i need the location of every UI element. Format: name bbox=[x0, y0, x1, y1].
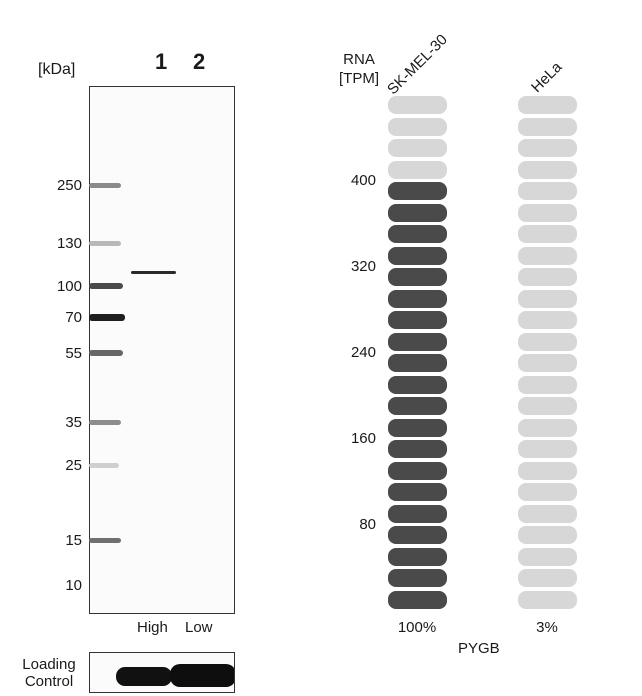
rna-segment-empty bbox=[518, 397, 577, 415]
rna-segment-empty bbox=[518, 569, 577, 587]
rna-segment-filled bbox=[388, 375, 447, 394]
gene-name: PYGB bbox=[458, 640, 500, 657]
rna-segment-filled bbox=[388, 483, 447, 501]
rna-segment-empty bbox=[518, 461, 577, 480]
rna-bar-hela bbox=[518, 96, 577, 609]
tpm-tick-320: 320 bbox=[350, 258, 376, 275]
rna-segment-empty bbox=[518, 354, 577, 372]
kda-unit-label: [kDa] bbox=[38, 61, 76, 78]
mw-label-25: 25 bbox=[65, 457, 82, 474]
ladder-band-25 bbox=[89, 463, 119, 468]
lane-label-low: Low bbox=[185, 619, 213, 636]
tpm-tick-80: 80 bbox=[359, 516, 376, 533]
rna-segment-empty bbox=[388, 139, 447, 157]
mw-label-70: 70 bbox=[65, 309, 82, 326]
rna-segment-empty bbox=[518, 139, 577, 157]
rna-segment-filled bbox=[388, 590, 447, 609]
rna-segment-empty bbox=[518, 246, 577, 265]
mw-label-100: 100 bbox=[56, 278, 82, 295]
rna-segment-empty bbox=[518, 96, 577, 114]
rna-segment-empty bbox=[518, 440, 577, 458]
ladder-band-250 bbox=[89, 183, 121, 188]
tpm-tick-240: 240 bbox=[350, 344, 376, 361]
rna-segment-empty bbox=[388, 160, 447, 179]
loading-control-band-1 bbox=[116, 667, 172, 686]
rna-segment-empty bbox=[518, 311, 577, 329]
rna-segment-empty bbox=[518, 526, 577, 544]
rna-segment-empty bbox=[388, 96, 447, 114]
loading-control-label: Loading Control bbox=[22, 656, 76, 690]
rna-segment-filled bbox=[388, 182, 447, 200]
rna-segment-empty bbox=[518, 268, 577, 286]
mw-label-250: 250 bbox=[56, 177, 82, 194]
lane-number-2: 2 bbox=[193, 49, 206, 74]
rna-segment-empty bbox=[518, 225, 577, 243]
mw-label-15: 15 bbox=[65, 532, 82, 549]
rna-segment-filled bbox=[388, 547, 447, 566]
rna-bar-sk-mel-30 bbox=[388, 96, 447, 609]
rna-segment-empty bbox=[518, 547, 577, 566]
ladder-band-100 bbox=[89, 283, 123, 289]
loading-control-blot bbox=[89, 652, 235, 693]
rna-segment-empty bbox=[518, 289, 577, 308]
ladder-band-15 bbox=[89, 538, 121, 543]
mw-label-10: 10 bbox=[65, 577, 82, 594]
rna-segment-filled bbox=[388, 354, 447, 372]
rna-segment-empty bbox=[518, 504, 577, 523]
tpm-tick-400: 400 bbox=[350, 172, 376, 189]
rna-segment-filled bbox=[388, 268, 447, 286]
mw-label-130: 130 bbox=[56, 235, 82, 252]
ladder-band-130 bbox=[89, 241, 121, 246]
lane-number-1: 1 bbox=[155, 49, 168, 74]
rna-segment-empty bbox=[518, 332, 577, 351]
rna-segment-filled bbox=[388, 289, 447, 308]
rna-segment-empty bbox=[518, 590, 577, 609]
tpm-tick-160: 160 bbox=[350, 430, 376, 447]
rna-segment-filled bbox=[388, 311, 447, 329]
rna-segment-empty bbox=[518, 418, 577, 437]
rna-segment-filled bbox=[388, 397, 447, 415]
rna-title: RNA [TPM] bbox=[334, 50, 384, 88]
rna-segment-filled bbox=[388, 461, 447, 480]
rna-segment-filled bbox=[388, 440, 447, 458]
lane-label-high: High bbox=[137, 619, 168, 636]
percent-hela: 3% bbox=[536, 619, 558, 636]
rna-segment-filled bbox=[388, 504, 447, 523]
rna-segment-filled bbox=[388, 569, 447, 587]
ladder-band-70 bbox=[89, 314, 125, 321]
rna-segment-filled bbox=[388, 246, 447, 265]
ladder-band-55 bbox=[89, 350, 123, 356]
sample-band-lane-1 bbox=[131, 271, 176, 274]
rna-segment-filled bbox=[388, 526, 447, 544]
rna-segment-filled bbox=[388, 418, 447, 437]
rna-segment-empty bbox=[518, 203, 577, 222]
ladder-band-35 bbox=[89, 420, 121, 425]
cell-line-label-hela: HeLa bbox=[528, 58, 566, 97]
mw-label-55: 55 bbox=[65, 345, 82, 362]
mw-label-35: 35 bbox=[65, 414, 82, 431]
rna-title-unit: [TPM] bbox=[339, 70, 379, 87]
rna-segment-empty bbox=[518, 160, 577, 179]
loading-control-band-2 bbox=[170, 664, 234, 687]
rna-segment-empty bbox=[518, 182, 577, 200]
rna-title-line1: RNA bbox=[343, 51, 375, 68]
rna-segment-filled bbox=[388, 332, 447, 351]
rna-segment-empty bbox=[518, 483, 577, 501]
rna-segment-empty bbox=[518, 375, 577, 394]
cell-line-label-sk-mel-30: SK-MEL-30 bbox=[384, 31, 451, 99]
rna-segment-empty bbox=[518, 117, 577, 136]
rna-segment-filled bbox=[388, 203, 447, 222]
rna-segment-filled bbox=[388, 225, 447, 243]
percent-sk-mel-30: 100% bbox=[397, 619, 437, 636]
rna-segment-empty bbox=[388, 117, 447, 136]
